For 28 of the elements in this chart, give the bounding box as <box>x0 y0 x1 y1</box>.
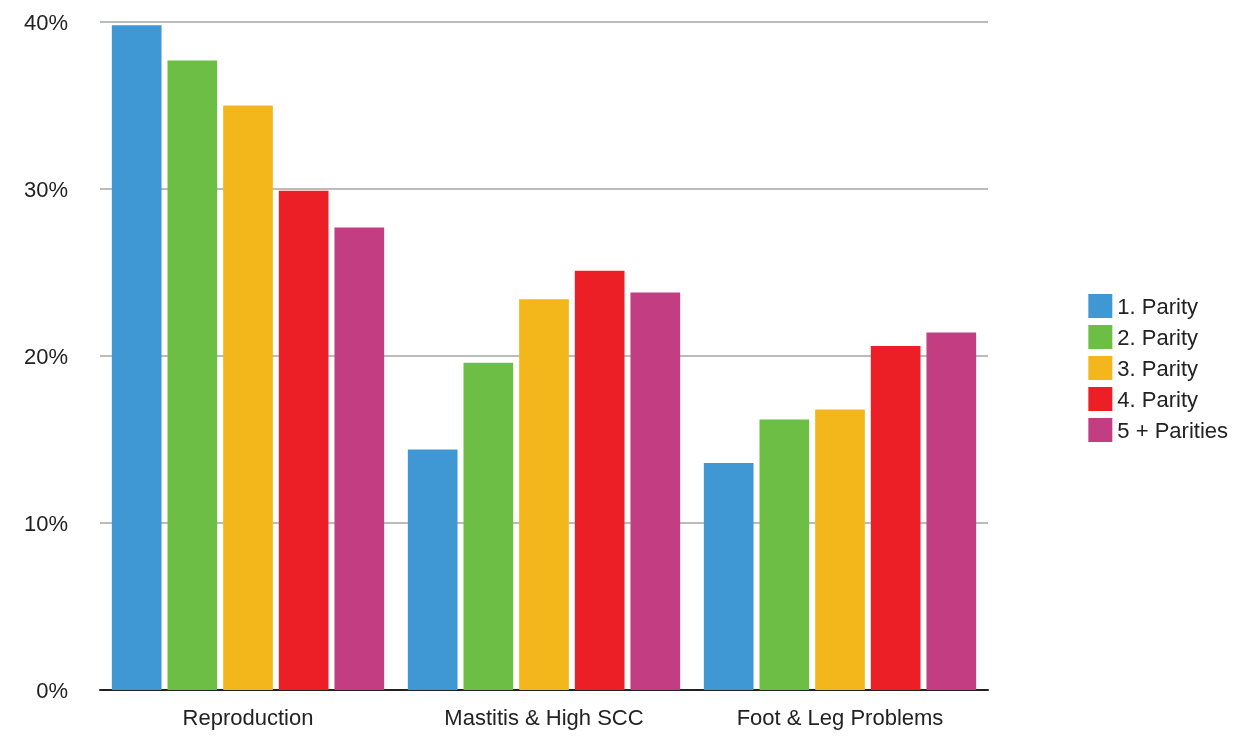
y-tick-label: 0% <box>36 677 68 703</box>
bar <box>167 60 218 690</box>
bar <box>703 462 754 690</box>
bar <box>463 362 514 690</box>
x-tick-label: Reproduction <box>182 704 314 730</box>
legend-label: 2. Parity <box>1117 324 1199 350</box>
y-tick-label: 30% <box>23 176 68 202</box>
bar <box>278 190 329 690</box>
legend-label: 4. Parity <box>1117 386 1199 412</box>
bar <box>223 105 273 690</box>
legend-label: 3. Parity <box>1117 355 1199 381</box>
y-tick-label: 40% <box>23 9 68 35</box>
bar <box>630 292 681 690</box>
bar <box>519 299 569 690</box>
bar <box>815 409 865 690</box>
x-tick-label: Foot & Leg Problems <box>736 704 944 730</box>
bar <box>334 227 385 690</box>
bar <box>574 270 625 690</box>
legend-label: 1. Parity <box>1117 293 1199 319</box>
x-tick-label: Mastitis & High SCC <box>444 704 644 730</box>
y-tick-label: 10% <box>23 510 68 536</box>
y-tick-label: 20% <box>23 343 68 369</box>
bar <box>870 345 921 690</box>
bar <box>111 25 162 690</box>
bar <box>407 449 458 690</box>
bar <box>926 332 977 690</box>
bar <box>759 419 810 690</box>
legend-label: 5 + Parities <box>1117 417 1229 443</box>
